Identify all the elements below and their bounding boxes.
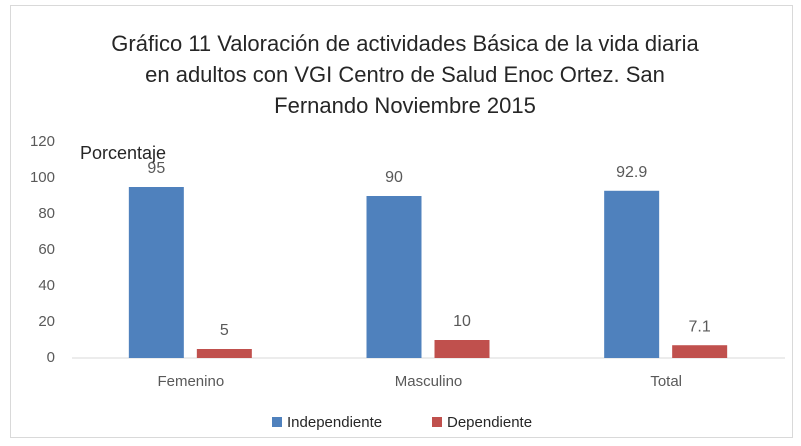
y-axis-label: Porcentaje	[80, 143, 166, 163]
chart-title: Gráfico 11 Valoración de actividades Bás…	[111, 31, 699, 118]
chart-frame	[10, 5, 793, 438]
data-label: 5	[220, 322, 229, 339]
x-tick-label: Total	[650, 373, 682, 390]
y-tick-label: 40	[38, 277, 55, 294]
legend-label: Independiente	[287, 414, 382, 431]
bar	[366, 196, 422, 358]
y-tick-label: 60	[38, 241, 55, 258]
legend-label: Dependiente	[447, 414, 532, 431]
x-tick-label: Femenino	[157, 373, 224, 390]
legend-swatch	[272, 417, 282, 427]
y-tick-label: 120	[30, 133, 55, 150]
bar	[604, 190, 660, 358]
bar	[672, 345, 728, 358]
data-label: 7.1	[689, 318, 711, 335]
y-tick-label: 20	[38, 313, 55, 330]
y-tick-label: 80	[38, 205, 55, 222]
bar	[434, 340, 490, 358]
data-label: 90	[385, 169, 403, 186]
data-label: 10	[453, 313, 471, 330]
y-tick-label: 100	[30, 169, 55, 186]
data-label: 95	[147, 160, 165, 177]
legend-swatch	[432, 417, 442, 427]
y-tick-label: 0	[47, 349, 55, 366]
x-tick-label: Masculino	[395, 373, 463, 390]
data-label: 92.9	[616, 164, 647, 181]
bar	[196, 349, 252, 358]
bar	[128, 187, 184, 358]
